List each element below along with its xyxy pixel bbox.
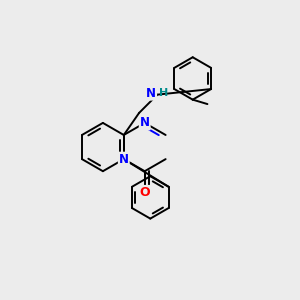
Text: N: N <box>119 153 129 166</box>
Text: O: O <box>140 186 150 199</box>
Text: H: H <box>159 88 168 98</box>
Text: N: N <box>146 87 156 100</box>
Text: N: N <box>140 116 150 129</box>
